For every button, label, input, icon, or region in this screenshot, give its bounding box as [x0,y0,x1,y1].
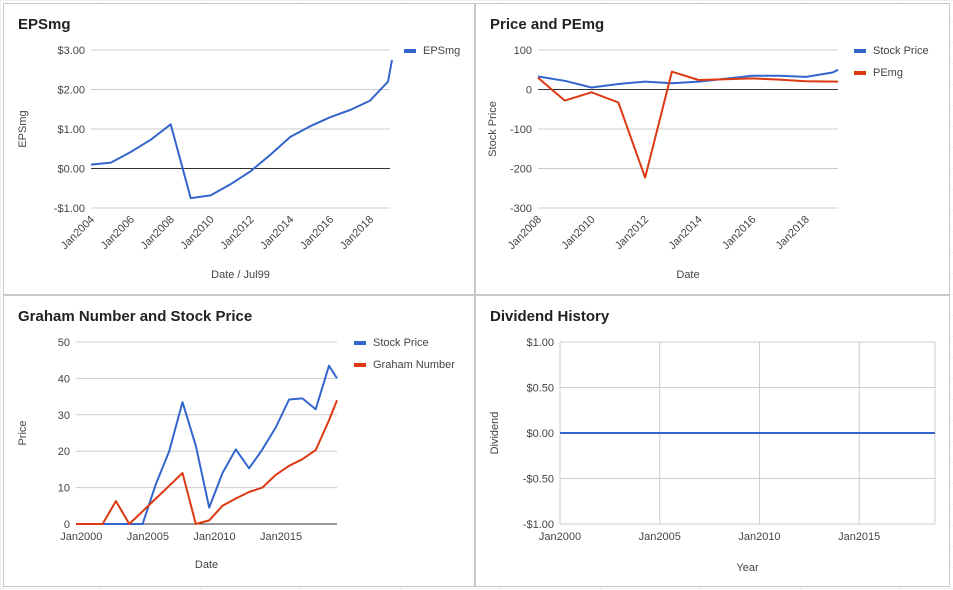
x-tick-label: Jan2010 [738,531,780,543]
y-tick-label: 100 [514,45,532,57]
y-tick-label: 10 [58,483,70,495]
y-tick-label: 20 [58,446,70,458]
y-tick-label: $1.00 [57,124,85,136]
x-tick-label: Jan2010 [559,214,597,252]
y-tick-label: $3.00 [57,45,85,57]
x-tick-label: Jan2000 [60,531,102,543]
x-tick-label: Jan2012 [218,214,256,252]
y-tick-label: 30 [58,410,70,422]
legend-label: Stock Price [373,337,429,349]
y-tick-label: $0.00 [57,164,85,176]
legend-label: Graham Number [373,359,455,371]
x-tick-label: Jan2014 [258,214,296,252]
x-tick-label: Jan2015 [838,531,880,543]
chart-title: Price and PEmg [490,16,605,33]
x-tick-label: Jan2010 [193,531,235,543]
legend-swatch [404,49,416,53]
legend-label: EPSmg [423,45,460,57]
x-tick-label: Jan2016 [720,214,758,252]
legend-swatch [354,341,366,345]
y-tick-label: 40 [58,373,70,385]
x-axis-title: Date / Jul99 [211,269,270,281]
chart-title: Graham Number and Stock Price [18,308,253,325]
x-tick-label: Jan2012 [613,214,651,252]
x-tick-label: Jan2016 [298,214,336,252]
x-tick-label: Jan2018 [774,214,812,252]
y-tick-label: -300 [510,203,532,215]
y-tick-label: 50 [58,337,70,349]
graham-chart-panel: Graham Number and Stock Price 50 40 30 20 10… [3,295,475,587]
y-axis-title: Stock Price [487,101,499,157]
series-line-1 [76,399,338,525]
x-tick-label: Jan2005 [639,531,681,543]
series-line-0 [90,59,393,200]
legend-swatch [854,49,866,53]
y-axis-title: EPSmg [17,110,29,147]
x-tick-label: Jan2014 [666,214,704,252]
chart-title: EPSmg [18,16,71,33]
x-tick-label: Jan2018 [338,214,376,252]
legend-label: Stock Price [873,45,929,57]
x-tick-label: Jan2006 [99,214,137,252]
y-tick-label: $1.00 [526,337,554,349]
y-tick-label: -$1.00 [523,519,554,531]
series-line-0 [76,364,338,525]
y-tick-label: $0.00 [526,428,554,440]
x-tick-label: Jan2010 [178,214,216,252]
y-tick-label: 0 [64,519,70,531]
series-line-0 [537,68,839,89]
y-tick-label: -200 [510,164,532,176]
x-tick-label: Jan2008 [139,214,177,252]
y-tick-label: $0.50 [526,383,554,395]
legend-swatch [354,363,366,367]
x-tick-label: Jan2005 [127,531,169,543]
x-axis-title: Year [736,562,759,574]
y-axis-title: Dividend [489,412,501,455]
legend-swatch [854,71,866,75]
y-tick-label: $2.00 [57,85,85,97]
eps-chart-panel: EPSmg $3.00 $2.00 $1.00 $0.00 -$1.00 Jan2004 J… [3,3,475,295]
x-tick-label: Jan2000 [539,531,581,543]
y-tick-label: 0 [526,85,532,97]
legend-label: PEmg [873,67,903,79]
series-line-1 [537,70,839,179]
y-tick-label: -100 [510,124,532,136]
y-tick-label: -$0.50 [523,474,554,486]
x-axis-title: Date [676,269,699,281]
chart-title: Dividend History [490,308,610,325]
x-tick-label: Jan2015 [260,531,302,543]
price-pe-chart-panel: Price and PEmg 100 0 -100 -200 -300 Jan2008 Ja… [475,3,950,295]
y-axis-title: Price [17,420,29,445]
x-tick-label: Jan2008 [506,214,544,252]
y-tick-label: -$1.00 [54,203,85,215]
x-axis-title: Date [195,559,218,571]
x-tick-label: Jan2004 [59,214,97,252]
dividend-chart-panel: Dividend History $1.00 $0.50 $0.00 -$0.50 -$… [475,295,950,587]
